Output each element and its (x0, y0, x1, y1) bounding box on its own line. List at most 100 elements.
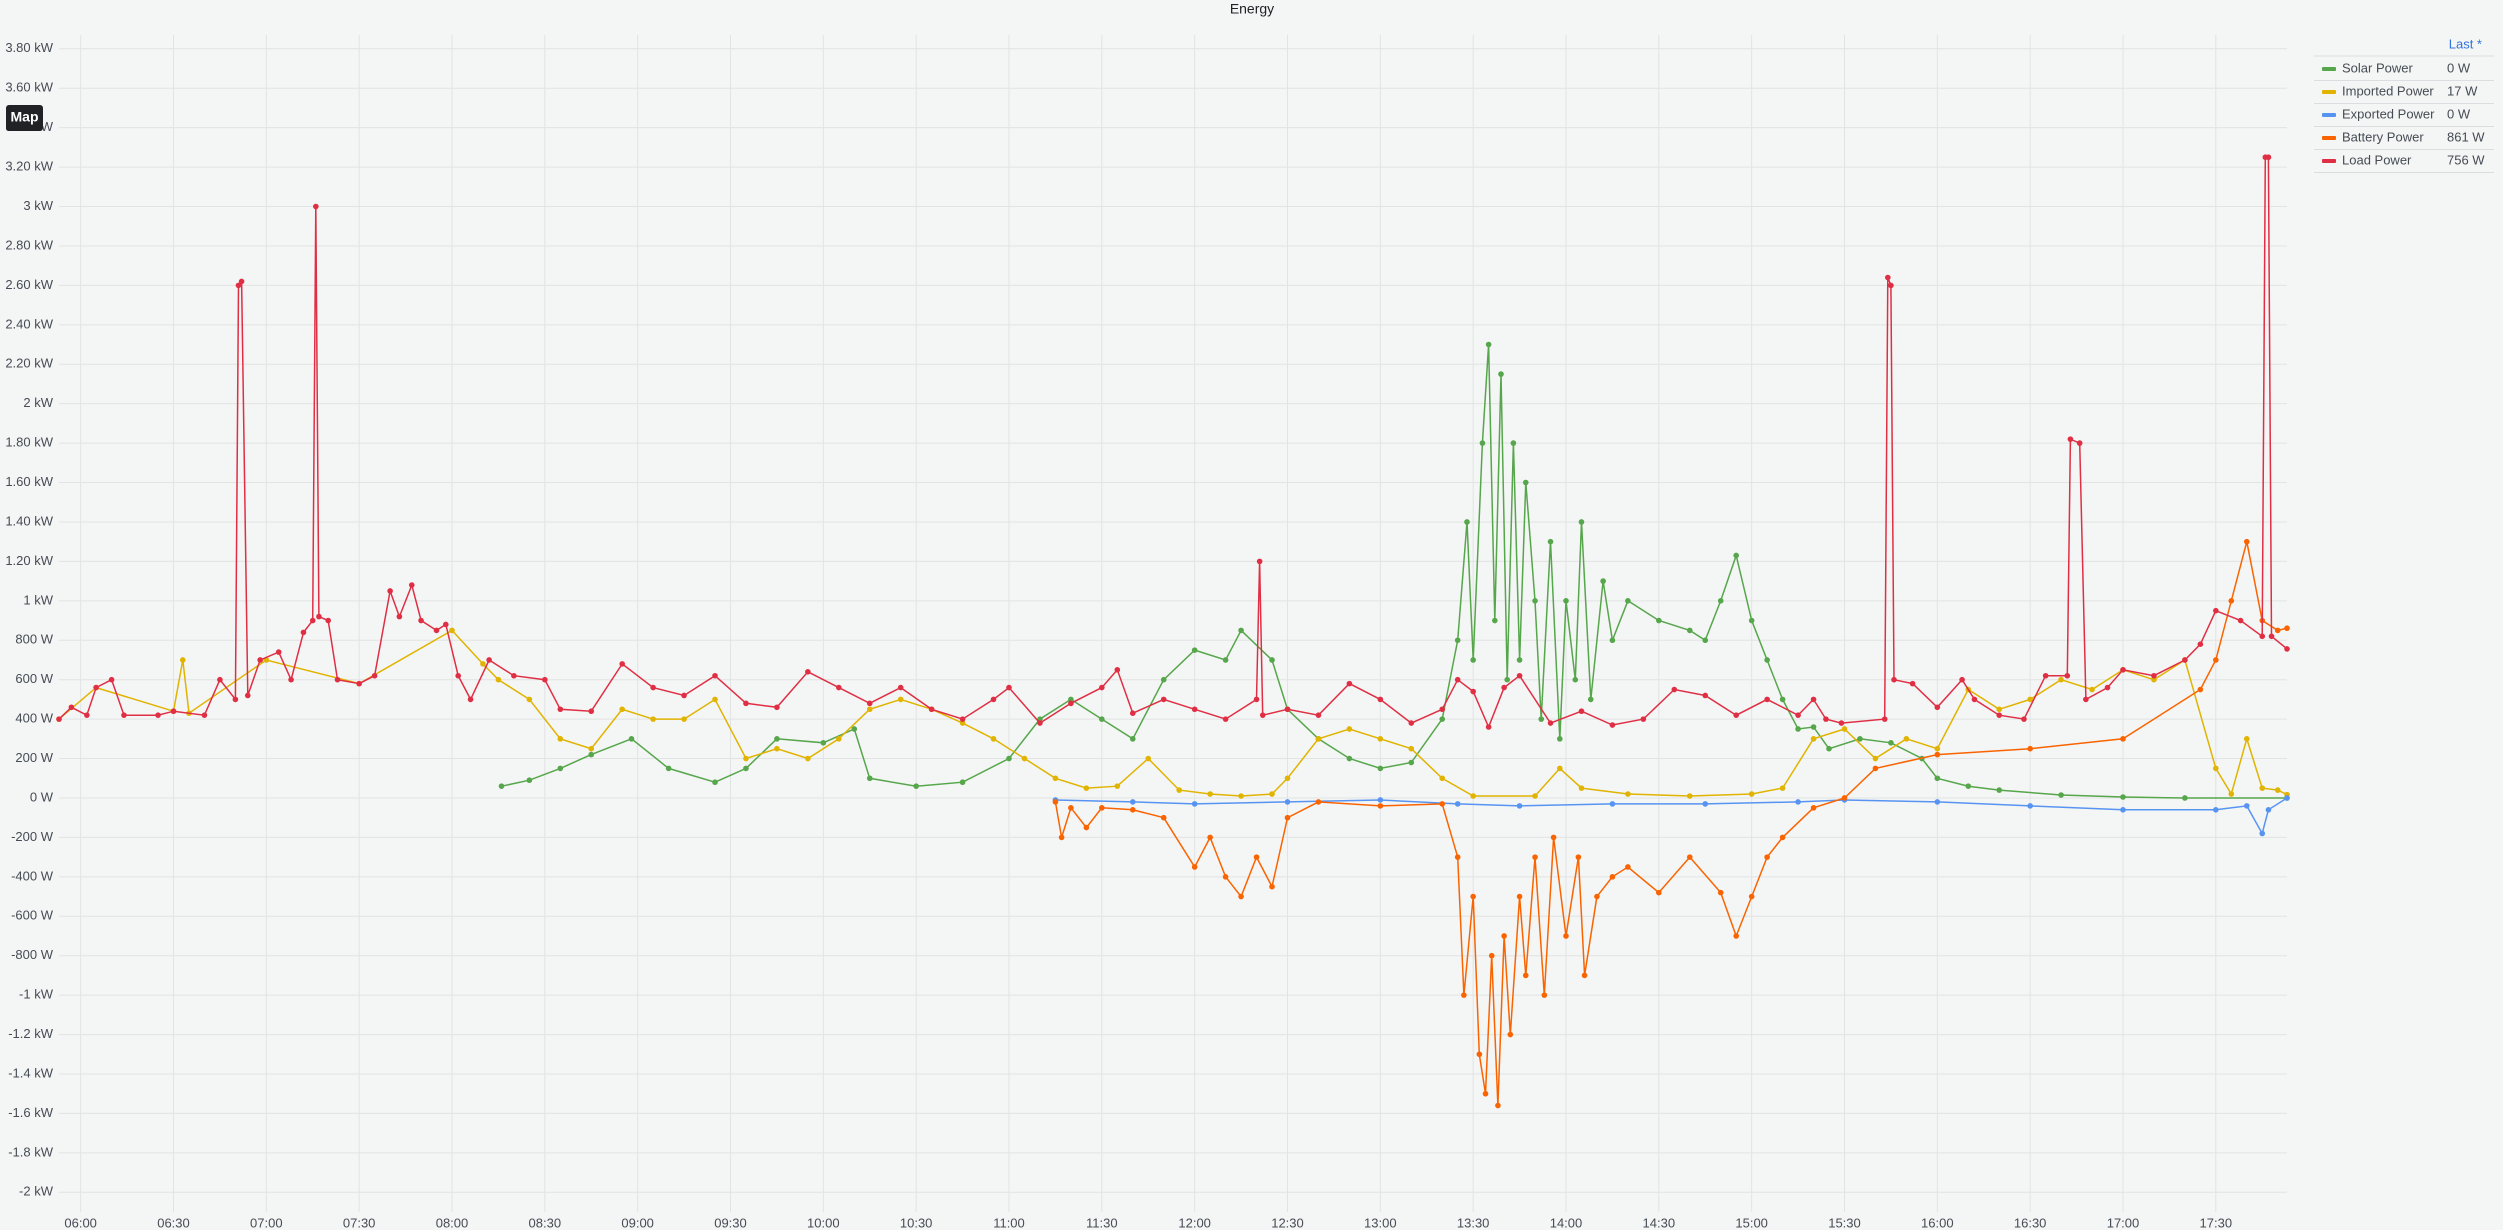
data-point (2259, 830, 2266, 837)
data-point (897, 696, 904, 703)
y-tick-label: -2 kW (19, 1184, 54, 1199)
data-point (588, 745, 595, 752)
data-point (619, 661, 625, 667)
data-point (495, 676, 502, 683)
data-point (959, 716, 966, 722)
data-point (1464, 519, 1470, 525)
data-point (1909, 680, 1916, 687)
data-point (1779, 696, 1786, 703)
data-point (1717, 889, 1724, 896)
data-point (1099, 716, 1105, 722)
legend-value: 0 W (2447, 60, 2471, 75)
data-point (1129, 807, 1136, 813)
data-point (1733, 712, 1739, 718)
data-point (1454, 676, 1461, 683)
data-point (1129, 710, 1136, 717)
data-point (650, 716, 656, 722)
data-point (68, 704, 75, 711)
data-point (619, 706, 625, 713)
x-tick-label: 16:30 (2014, 1215, 2047, 1230)
x-tick-label: 14:00 (1550, 1215, 1583, 1230)
x-tick-label: 07:00 (250, 1215, 283, 1230)
y-tick-label: 1 kW (23, 592, 53, 607)
data-point (2268, 633, 2275, 640)
data-point (1532, 598, 1538, 604)
legend-header[interactable]: Last * (2449, 36, 2482, 51)
series (56, 154, 2290, 730)
legend-label[interactable]: Battery Power (2342, 129, 2424, 144)
data-point (1176, 787, 1182, 793)
data-point (1522, 972, 1529, 979)
legend-label[interactable]: Imported Power (2342, 83, 2434, 98)
data-point (588, 751, 595, 758)
data-point (1377, 696, 1384, 703)
y-tick-label: -1.6 kW (8, 1105, 54, 1120)
data-point (1702, 637, 1709, 644)
data-point (1717, 598, 1724, 604)
data-point (1068, 696, 1074, 703)
data-point (743, 765, 749, 772)
data-point (1454, 801, 1461, 807)
data-point (1532, 793, 1538, 799)
map-button[interactable] (6, 105, 43, 131)
data-point (1795, 799, 1801, 805)
legend-label[interactable]: Solar Power (2342, 60, 2413, 75)
data-point (1888, 282, 1894, 289)
data-point (805, 669, 811, 675)
data-point (455, 672, 461, 679)
data-point (56, 716, 62, 722)
y-tick-label: 1.60 kW (5, 474, 53, 489)
data-point (1563, 933, 1569, 939)
data-point (681, 716, 687, 722)
data-point (1207, 791, 1213, 797)
data-point (155, 712, 161, 718)
legend-label[interactable]: Load Power (2342, 152, 2412, 167)
data-point (1006, 684, 1012, 691)
data-point (170, 708, 177, 715)
data-point (2076, 440, 2083, 446)
data-point (990, 736, 997, 742)
data-point (774, 745, 780, 752)
series (1052, 538, 2290, 1109)
data-point (712, 779, 718, 786)
data-point (1872, 755, 1879, 762)
data-point (1498, 371, 1504, 377)
legend-label[interactable]: Exported Power (2342, 106, 2435, 121)
data-point (1516, 657, 1523, 663)
data-point (486, 657, 492, 663)
data-point (1934, 751, 1941, 758)
data-point (1541, 992, 1548, 998)
data-point (288, 676, 294, 683)
data-point (650, 684, 656, 691)
data-point (1594, 893, 1600, 900)
data-point (1507, 1031, 1514, 1038)
map-button-label[interactable]: Map (11, 109, 39, 125)
data-point (1510, 440, 1517, 446)
y-tick-label: 3.20 kW (5, 159, 53, 174)
data-point (1284, 706, 1291, 713)
data-point (480, 661, 486, 667)
data-point (1587, 696, 1594, 703)
data-point (2089, 686, 2095, 693)
data-point (1222, 716, 1229, 722)
data-point (1454, 637, 1461, 644)
data-point (1191, 706, 1198, 713)
data-point (217, 676, 223, 683)
data-point (201, 712, 208, 718)
data-point (2197, 641, 2204, 648)
data-point (1609, 874, 1616, 880)
data-point (1575, 854, 1582, 860)
y-tick-label: 3.80 kW (5, 40, 53, 55)
data-point (1779, 785, 1786, 791)
data-point (1377, 765, 1384, 772)
data-point (1903, 736, 1910, 742)
data-point (1600, 578, 1606, 584)
data-point (108, 676, 115, 683)
data-point (1470, 657, 1476, 663)
data-point (1656, 889, 1662, 896)
y-tick-label: 2.20 kW (5, 356, 53, 371)
x-tick-label: 06:30 (157, 1215, 190, 1230)
data-point (1222, 874, 1229, 880)
